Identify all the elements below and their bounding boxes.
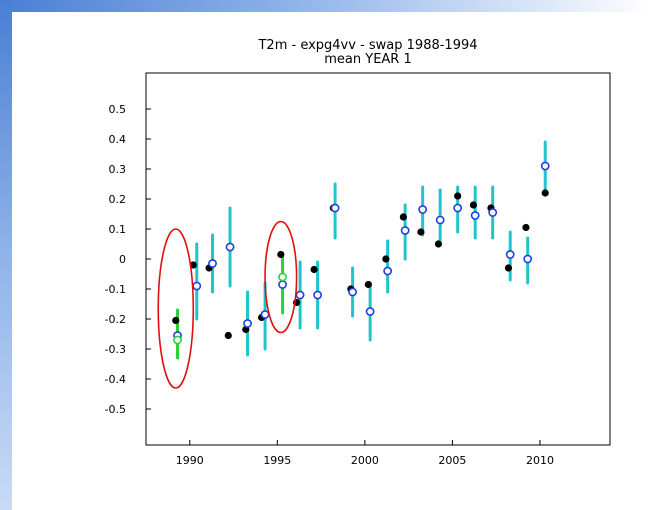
x-tick-label: 2005 — [438, 454, 466, 467]
y-tick-label: 0.4 — [109, 133, 127, 146]
forecast-mean-point — [313, 290, 322, 300]
observed-point — [382, 255, 390, 263]
y-tick-label: 0.1 — [109, 223, 127, 236]
swap-mean-point — [278, 272, 287, 282]
observed-point — [310, 265, 318, 274]
x-tick-label: 2000 — [351, 454, 379, 467]
slide-frame-top — [0, 0, 654, 12]
observed-point — [541, 189, 549, 197]
forecast-mean-point — [192, 281, 202, 291]
forecast-mean-point — [225, 242, 235, 252]
y-tick-label: 0.3 — [109, 163, 127, 176]
forecast-mean-point — [470, 211, 480, 220]
observed-point — [277, 250, 285, 259]
chart-subtitle: mean YEAR 1 — [324, 52, 411, 67]
forecast-mean-point — [348, 287, 358, 297]
highlight-layer — [157, 220, 298, 389]
y-tick-label: 0 — [119, 253, 126, 266]
observed-point — [172, 316, 180, 325]
y-tick-label: -0.5 — [105, 403, 126, 416]
y-tick-label: 0.5 — [109, 103, 127, 116]
axes-layer: 0.5 0.4 0.3 0.2 0.1 0 -0.1 -0.2 -0.3 -0.4 -0.5 1990… — [105, 103, 554, 467]
observed-point — [522, 223, 530, 232]
forecast-mean-point — [330, 203, 340, 213]
x-tick-label: 1990 — [176, 454, 204, 467]
y-tick-label: -0.4 — [105, 373, 126, 386]
observed-point — [504, 264, 513, 272]
x-tick-label: 2010 — [526, 454, 554, 467]
forecast-mean-point — [278, 280, 287, 289]
forecast-mean-point — [453, 203, 463, 213]
forecast-mean-point — [208, 259, 217, 268]
forecast-mean-point — [365, 307, 375, 316]
y-tick-label: -0.3 — [105, 343, 126, 356]
observed-point — [434, 240, 443, 248]
observed-point — [469, 201, 478, 209]
observed-point — [454, 192, 462, 200]
y-tick-label: -0.2 — [105, 313, 126, 326]
highlight-ellipse — [264, 220, 298, 334]
observed-point — [399, 213, 407, 221]
observed-point — [224, 331, 232, 340]
forecast-mean-point — [540, 161, 550, 171]
forecast-mean-point — [260, 310, 270, 319]
forecast-mean-point — [505, 250, 515, 259]
plot-area-frame — [145, 72, 611, 446]
chart-title: T2m - expg4vv - swap 1988-1994 — [257, 38, 477, 53]
forecast-mean-point — [523, 254, 533, 264]
forecast-mean-point — [418, 205, 428, 214]
forecast-mean-point — [488, 208, 498, 217]
y-tick-label: -0.1 — [105, 283, 126, 296]
swap-mean-point — [173, 335, 182, 345]
forecast-mean-point — [400, 226, 410, 235]
forecast-mean-point — [435, 215, 445, 225]
forecast-mean-point — [383, 266, 393, 276]
forecast-mean-point — [243, 319, 252, 328]
observed-point — [417, 228, 425, 236]
x-tick-label: 1995 — [263, 454, 291, 467]
forecast-mean-point — [295, 290, 305, 300]
highlight-ellipse — [157, 228, 195, 389]
slide-frame-left — [0, 0, 12, 510]
y-tick-label: 0.2 — [109, 193, 127, 206]
observed-point — [364, 280, 372, 289]
points-layer — [172, 161, 550, 345]
